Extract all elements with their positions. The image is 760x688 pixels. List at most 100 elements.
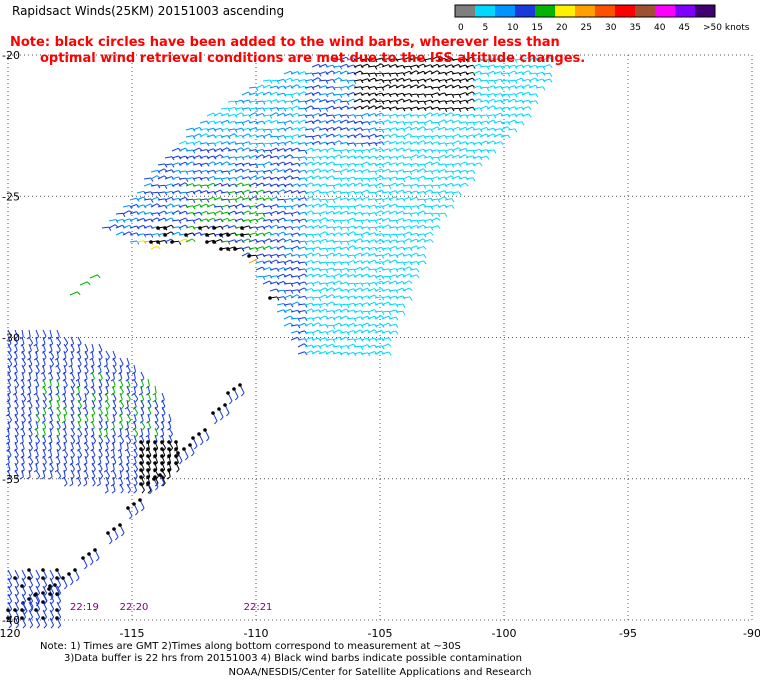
wind-barb [55, 592, 62, 605]
wind-barb [48, 592, 55, 605]
wind-barb [458, 126, 469, 131]
wind-barb [367, 113, 378, 117]
wind-barb [402, 133, 413, 138]
wind-barb [91, 476, 96, 487]
wind-barb [14, 617, 20, 629]
wind-barb [103, 462, 108, 473]
wind-barb [409, 268, 420, 273]
wind-barb [171, 226, 182, 231]
wind-barb [325, 329, 336, 334]
wind-barb [388, 259, 399, 264]
wind-barb [248, 205, 259, 210]
wind-barb [153, 468, 159, 480]
wind-barb [283, 120, 294, 124]
wind-barb [119, 483, 124, 494]
wind-barb [98, 448, 103, 459]
wind-barb [14, 593, 20, 605]
wind-barb [191, 436, 198, 450]
wind-barb [423, 238, 434, 243]
wind-barb [283, 107, 294, 112]
wind-barb [213, 161, 224, 166]
wind-barb [241, 205, 252, 210]
wind-barb [346, 274, 357, 278]
wind-barb [21, 392, 27, 403]
wind-barb [416, 140, 427, 145]
wind-barb [367, 198, 378, 203]
wind-barb [360, 142, 371, 147]
wind-barb [42, 434, 47, 445]
wind-barb [185, 177, 196, 182]
footnote-line-2: 3)Data buffer is 22 hrs from 20151003 4)… [64, 653, 522, 664]
wind-barb [416, 219, 427, 224]
wind-barb [318, 231, 329, 236]
wind-barb [374, 148, 385, 152]
wind-barb [395, 303, 406, 308]
wind-barb [290, 141, 301, 146]
wind-barb [423, 226, 434, 231]
time-label: 22:19 [70, 602, 99, 613]
wind-barb [77, 476, 82, 487]
wind-barb [139, 482, 145, 494]
wind-barb [528, 100, 539, 105]
wind-barb [14, 462, 19, 473]
wind-barb [55, 616, 62, 629]
wind-barb [47, 378, 52, 389]
legend-swatch [555, 5, 576, 17]
wind-barb [304, 98, 315, 103]
wind-barb [105, 399, 111, 410]
wind-barb [98, 350, 103, 361]
wind-barb [19, 434, 24, 445]
wind-barb [297, 330, 308, 335]
wind-barb [325, 147, 336, 152]
wind-barb [139, 440, 146, 452]
wind-barb [444, 198, 455, 203]
wind-barb [311, 63, 322, 68]
wind-barb [290, 211, 301, 216]
wind-barb [143, 191, 154, 196]
x-tick-label: -100 [492, 627, 517, 640]
wind-barb [297, 338, 308, 343]
wind-barb [112, 406, 118, 417]
wind-barb [388, 303, 399, 308]
wind-barb [507, 93, 518, 98]
wind-barb [542, 78, 553, 83]
legend-swatch [635, 5, 656, 17]
wind-barb [91, 392, 97, 403]
wind-barb [430, 217, 441, 222]
wind-barb [138, 498, 145, 512]
wind-barb [21, 601, 27, 613]
wind-barb [111, 483, 116, 494]
wind-barb [33, 350, 38, 361]
wind-barb [126, 385, 131, 396]
wind-barb [89, 274, 101, 279]
wind-barb [388, 203, 399, 208]
wind-barb [68, 357, 73, 368]
wind-barb [126, 434, 132, 445]
wind-barb [34, 608, 41, 621]
wind-barb [154, 420, 160, 431]
wind-barb [367, 184, 378, 189]
wind-barb [35, 364, 40, 375]
wind-barb [262, 212, 273, 217]
wind-barb [164, 176, 175, 180]
wind-barb [248, 127, 259, 132]
wind-barb [49, 617, 55, 629]
wind-barb [79, 281, 91, 286]
wind-barb [56, 413, 61, 424]
wind-barb [77, 406, 82, 417]
wind-barb [98, 427, 103, 438]
wind-barb [140, 420, 146, 431]
legend-swatch [615, 5, 636, 17]
wind-barb [63, 476, 68, 487]
wind-barb [318, 85, 329, 90]
wind-barb [430, 70, 441, 75]
wind-barb [91, 434, 97, 445]
wind-barb [126, 364, 131, 375]
wind-barb [297, 322, 308, 327]
wind-barb [437, 79, 448, 84]
wind-barb [402, 287, 413, 292]
wind-barb [136, 233, 147, 238]
wind-barb [105, 350, 110, 361]
wind-barb [77, 448, 83, 459]
wind-barb [110, 462, 115, 473]
